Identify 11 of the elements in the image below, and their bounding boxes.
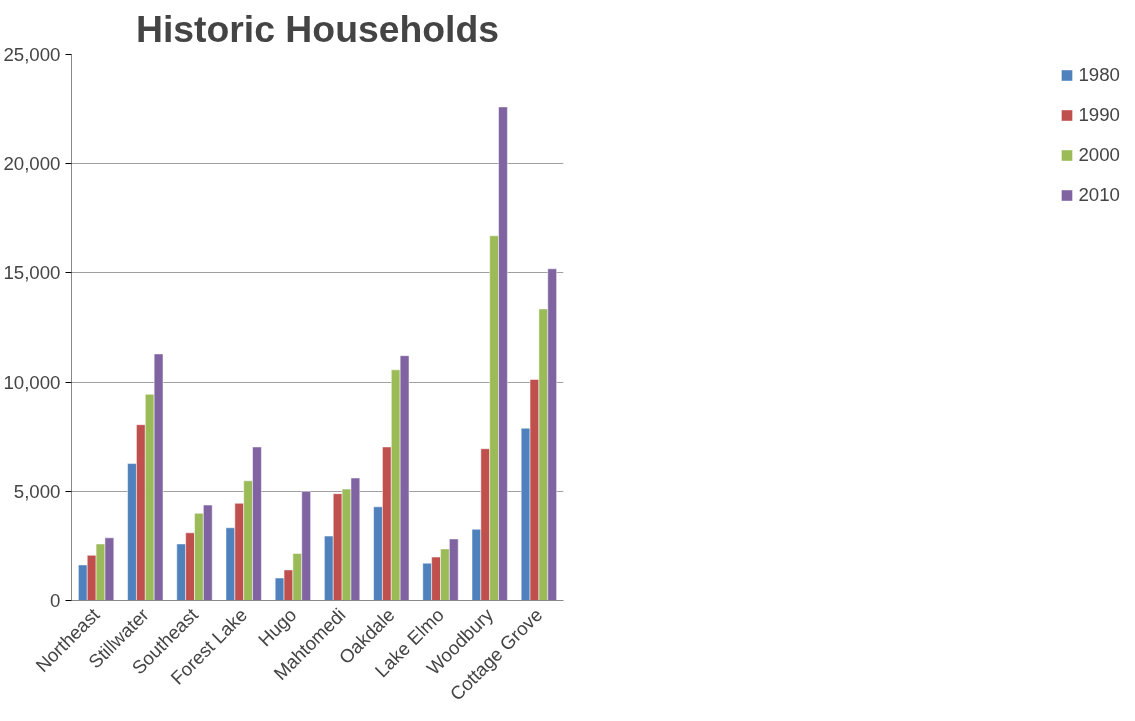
y-tick-label: 15,000 (3, 262, 61, 284)
y-tick-label: 25,000 (3, 44, 61, 65)
y-tick-label: 10,000 (3, 371, 61, 393)
legend-label: 2000 (1078, 144, 1120, 166)
y-tick-label: 0 (50, 590, 61, 611)
legend-label: 1980 (1078, 64, 1120, 86)
chart-title: Historic Households (136, 7, 499, 50)
y-tick-label: 5,000 (13, 480, 61, 502)
y-tick-label: 20,000 (3, 153, 61, 175)
legend-label: 2010 (1078, 184, 1120, 206)
legend-label: 1990 (1078, 104, 1120, 126)
